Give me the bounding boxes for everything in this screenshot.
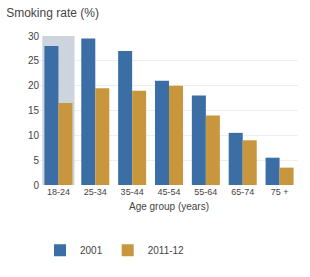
svg-text:2001: 2001 [80, 245, 103, 256]
svg-text:Smoking rate (%): Smoking rate (%) [6, 6, 99, 20]
svg-text:5: 5 [33, 155, 39, 166]
svg-text:35-44: 35-44 [121, 187, 144, 197]
svg-text:Age group (years): Age group (years) [129, 201, 209, 212]
svg-text:18-24: 18-24 [47, 187, 70, 197]
svg-text:25: 25 [28, 55, 40, 66]
svg-text:20: 20 [28, 80, 40, 91]
svg-text:65-74: 65-74 [231, 187, 254, 197]
svg-text:0: 0 [33, 180, 39, 191]
svg-text:75 +: 75 + [271, 187, 289, 197]
svg-text:2011-12: 2011-12 [148, 245, 184, 256]
svg-text:55-64: 55-64 [194, 187, 217, 197]
svg-text:15: 15 [28, 105, 40, 116]
svg-text:25-34: 25-34 [84, 187, 107, 197]
svg-text:45-54: 45-54 [157, 187, 180, 197]
svg-text:10: 10 [28, 130, 40, 141]
svg-text:30: 30 [28, 31, 40, 42]
